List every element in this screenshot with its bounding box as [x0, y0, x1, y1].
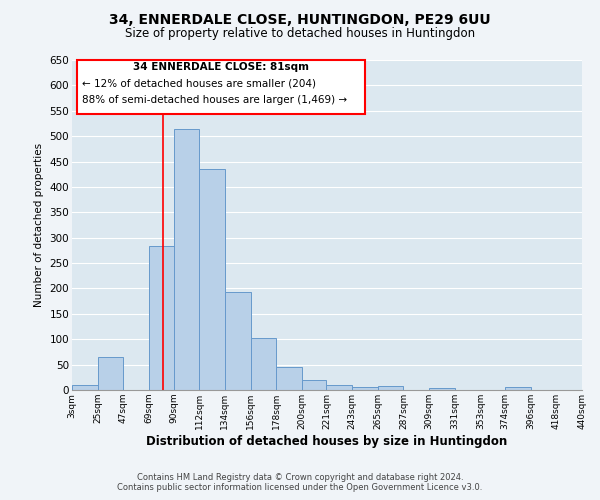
Bar [378, 386, 403, 390]
Text: 34 ENNERDALE CLOSE: 81sqm: 34 ENNERDALE CLOSE: 81sqm [133, 62, 309, 72]
Bar [199, 169, 225, 390]
Text: 34, ENNERDALE CLOSE, HUNTINGDON, PE29 6UU: 34, ENNERDALE CLOSE, HUNTINGDON, PE29 6U… [109, 12, 491, 26]
Text: Contains HM Land Registry data © Crown copyright and database right 2024.
Contai: Contains HM Land Registry data © Crown c… [118, 473, 482, 492]
Bar [173, 128, 199, 390]
Bar [326, 385, 352, 390]
Bar [505, 388, 530, 390]
Bar [302, 380, 326, 390]
Bar [72, 385, 98, 390]
FancyBboxPatch shape [77, 60, 365, 114]
Bar [251, 338, 276, 390]
Bar [352, 388, 378, 390]
Bar [98, 357, 124, 390]
Bar [225, 292, 251, 390]
Bar [276, 366, 302, 390]
Bar [429, 388, 455, 390]
Text: 88% of semi-detached houses are larger (1,469) →: 88% of semi-detached houses are larger (… [82, 94, 347, 104]
Text: Size of property relative to detached houses in Huntingdon: Size of property relative to detached ho… [125, 28, 475, 40]
Bar [149, 246, 173, 390]
Text: ← 12% of detached houses are smaller (204): ← 12% of detached houses are smaller (20… [82, 78, 316, 88]
X-axis label: Distribution of detached houses by size in Huntingdon: Distribution of detached houses by size … [146, 434, 508, 448]
Y-axis label: Number of detached properties: Number of detached properties [34, 143, 44, 307]
